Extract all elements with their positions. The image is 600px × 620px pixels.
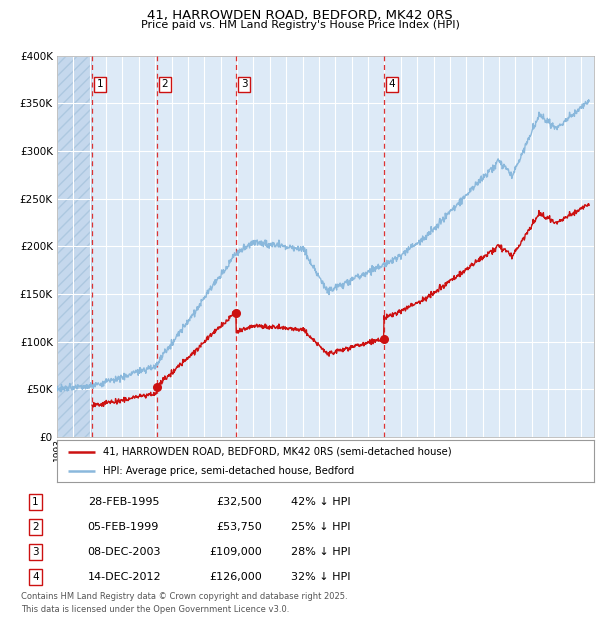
Text: 4: 4: [32, 572, 38, 582]
Text: This data is licensed under the Open Government Licence v3.0.: This data is licensed under the Open Gov…: [21, 604, 289, 614]
Text: 41, HARROWDEN ROAD, BEDFORD, MK42 0RS: 41, HARROWDEN ROAD, BEDFORD, MK42 0RS: [147, 9, 453, 22]
Text: £126,000: £126,000: [209, 572, 262, 582]
Text: 4: 4: [388, 79, 395, 89]
Text: 2: 2: [161, 79, 168, 89]
Text: 28-FEB-1995: 28-FEB-1995: [88, 497, 159, 507]
Text: 41, HARROWDEN ROAD, BEDFORD, MK42 0RS (semi-detached house): 41, HARROWDEN ROAD, BEDFORD, MK42 0RS (s…: [103, 446, 451, 456]
Text: Price paid vs. HM Land Registry's House Price Index (HPI): Price paid vs. HM Land Registry's House …: [140, 20, 460, 30]
Text: £109,000: £109,000: [209, 547, 262, 557]
Text: 25% ↓ HPI: 25% ↓ HPI: [292, 522, 351, 532]
Bar: [57, 56, 92, 437]
Text: 3: 3: [241, 79, 247, 89]
Text: £53,750: £53,750: [217, 522, 262, 532]
Text: 2: 2: [32, 522, 38, 532]
Text: HPI: Average price, semi-detached house, Bedford: HPI: Average price, semi-detached house,…: [103, 466, 354, 476]
Text: 28% ↓ HPI: 28% ↓ HPI: [292, 547, 351, 557]
Text: 1: 1: [97, 79, 103, 89]
Text: 3: 3: [32, 547, 38, 557]
Text: 1: 1: [32, 497, 38, 507]
Text: 42% ↓ HPI: 42% ↓ HPI: [292, 497, 351, 507]
Text: 32% ↓ HPI: 32% ↓ HPI: [292, 572, 351, 582]
Text: 14-DEC-2012: 14-DEC-2012: [88, 572, 161, 582]
Text: Contains HM Land Registry data © Crown copyright and database right 2025.: Contains HM Land Registry data © Crown c…: [21, 592, 347, 601]
Text: 08-DEC-2003: 08-DEC-2003: [88, 547, 161, 557]
Bar: [57, 56, 92, 437]
Text: 05-FEB-1999: 05-FEB-1999: [88, 522, 159, 532]
Text: £32,500: £32,500: [217, 497, 262, 507]
